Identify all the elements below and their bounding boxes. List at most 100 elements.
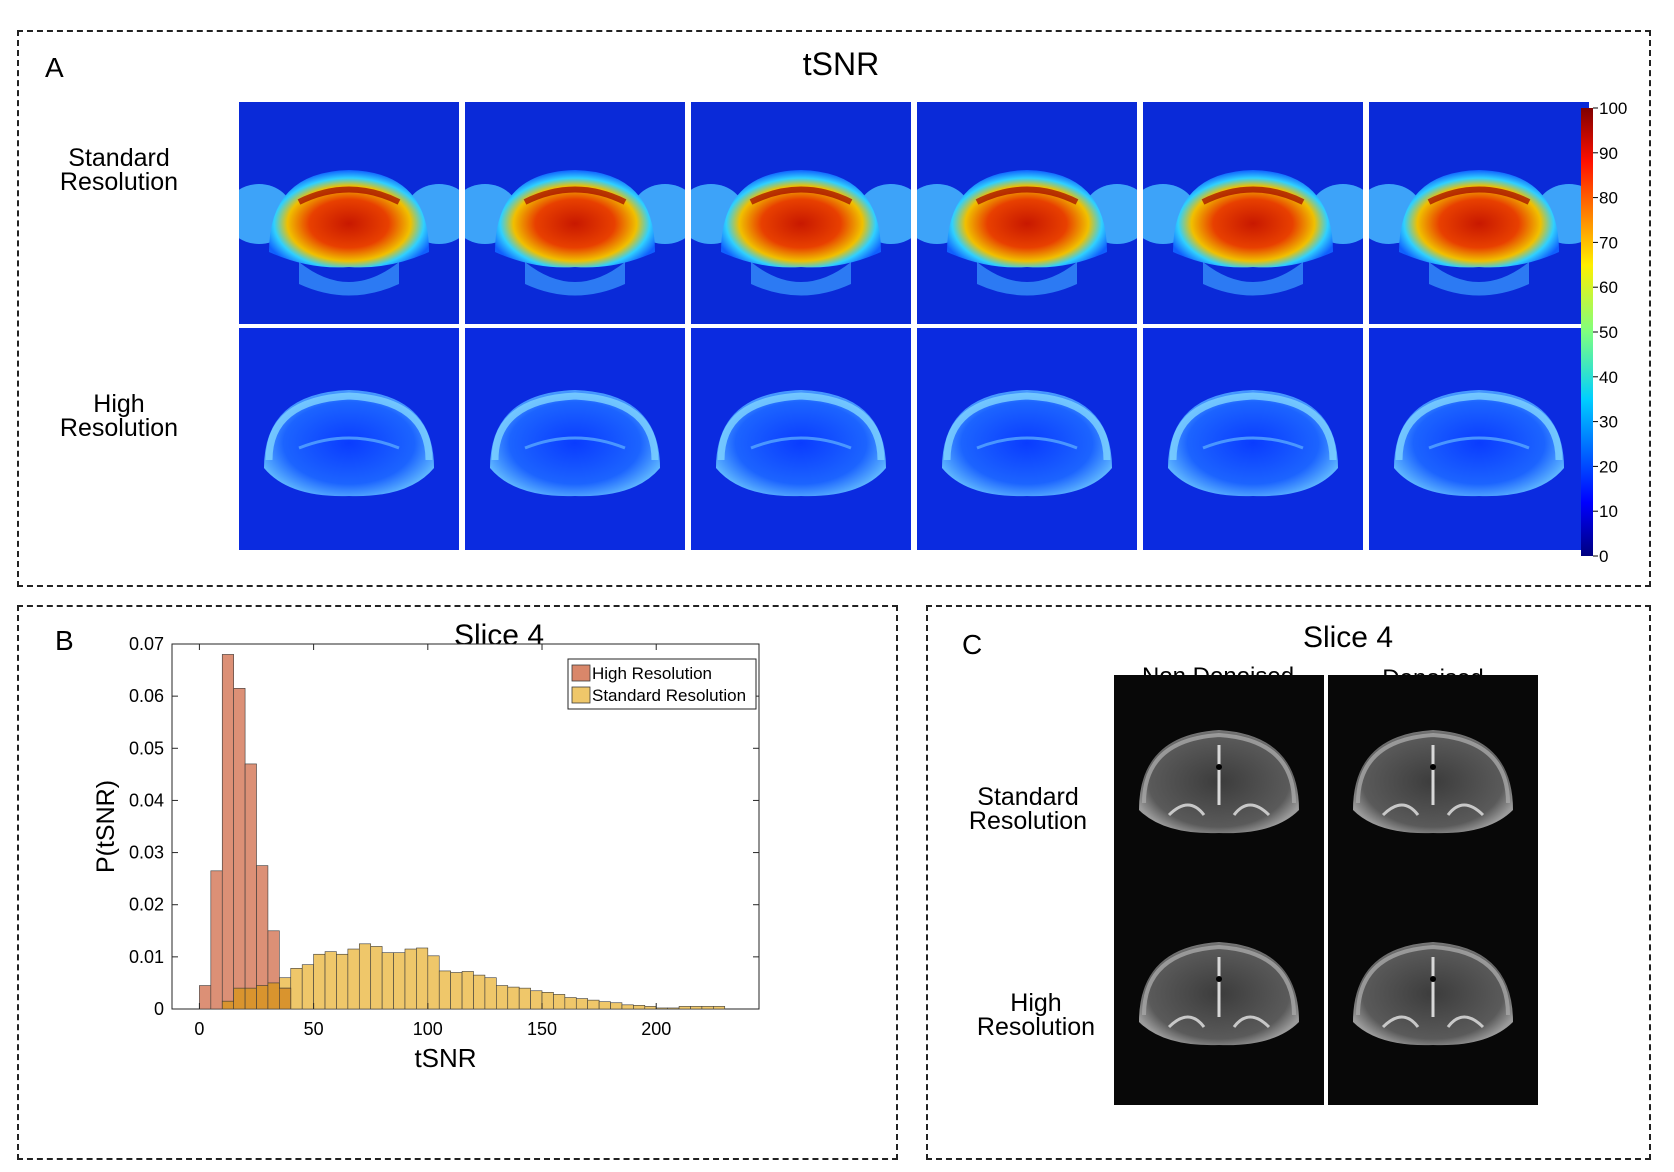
panel-c-title: Slice 4 [1302, 621, 1394, 654]
standard-res-bar [438, 970, 451, 1010]
standard-res-bar [678, 1006, 691, 1010]
standard-res-bar [427, 955, 440, 1010]
standard-res-bar [644, 1006, 657, 1010]
standard-res-map-2 [465, 102, 685, 324]
standard-res-bar [507, 986, 520, 1010]
overlap-bar [221, 1000, 234, 1010]
y-tick-label: 0.03 [129, 843, 164, 863]
standard-res-bar [518, 987, 531, 1010]
histogram-chart: 0 0.01 0.02 0.03 0.04 0.05 0.06 0.07 0 50 100 150 20… [92, 634, 760, 1073]
high-res-map-3 [691, 328, 911, 550]
standard-res-bar [416, 947, 429, 1010]
legend-box [567, 658, 757, 710]
panel-b-letter: B [55, 625, 74, 656]
colorbar-tick-label: 10 [1599, 502, 1618, 521]
standard-res-map-5 [1143, 102, 1363, 324]
mri-high-denoised [1328, 887, 1538, 1105]
standard-res-bar [347, 948, 360, 1010]
mri-high-non-denoised [1114, 887, 1324, 1105]
standard-res-bar [610, 1002, 623, 1010]
standard-res-bar [404, 948, 417, 1010]
x-tick-label: 100 [413, 1019, 443, 1039]
y-tick-label: 0.05 [129, 738, 164, 758]
standard-res-bar [370, 946, 383, 1010]
panel-c-letter: C [962, 629, 983, 660]
standard-res-bar [621, 1004, 634, 1010]
high-res-map-4 [917, 328, 1137, 550]
panel-a: A tSNR Standard Resolution High Resoluti… [17, 30, 1651, 587]
standard-res-map-3 [691, 102, 911, 324]
standard-res-map-1 [239, 102, 459, 324]
standard-res-bar [713, 1006, 726, 1010]
overlap-bar [279, 987, 292, 1010]
colorbar: 100 90 80 70 60 50 40 30 20 10 0 [1579, 99, 1659, 566]
overlap-bar [244, 987, 257, 1010]
colorbar-tick-label: 60 [1599, 278, 1618, 297]
standard-res-bar [598, 1001, 611, 1010]
standard-res-bar [575, 998, 588, 1010]
high-res-map-6 [1369, 328, 1589, 550]
y-tick-label: 0.02 [129, 895, 164, 915]
colorbar-tick-label: 30 [1599, 413, 1618, 432]
legend-label: High Resolution [592, 664, 712, 683]
legend-swatch [571, 686, 591, 704]
standard-res-bar [336, 953, 349, 1010]
standard-res-bar [701, 1006, 714, 1010]
colorbar-tick-label: 20 [1599, 457, 1618, 476]
standard-res-bar [393, 952, 406, 1010]
standard-res-bar [530, 990, 543, 1010]
standard-res-bar [450, 972, 463, 1010]
standard-res-bar [667, 1007, 680, 1010]
standard-res-bar [587, 999, 600, 1010]
colorbar-tick-label: 90 [1599, 144, 1618, 163]
panel-c: C Slice 4 Non Denoised Denoised Standard… [926, 605, 1651, 1160]
legend: High Resolution Standard Resolution [567, 658, 757, 710]
mri-standard-non-denoised [1114, 675, 1324, 893]
x-tick-label: 200 [641, 1019, 671, 1039]
standard-res-bar [290, 968, 303, 1010]
y-tick-label: 0 [154, 999, 164, 1019]
standard-res-bar [553, 994, 566, 1010]
standard-res-bar [461, 971, 474, 1010]
standard-res-bar [541, 992, 554, 1010]
colorbar-tick-label: 40 [1599, 368, 1618, 387]
colorbar-tick-label: 50 [1599, 323, 1618, 342]
high-res-bar [233, 688, 246, 1010]
x-axis-label: tSNR [414, 1043, 476, 1073]
x-tick-label: 0 [194, 1019, 204, 1039]
overlap-bar [233, 987, 246, 1010]
high-res-bar [221, 654, 234, 1010]
overlap-bar [267, 982, 280, 1010]
high-res-bar [199, 985, 212, 1010]
standard-res-bar [690, 1006, 703, 1010]
y-tick-label: 0.07 [129, 634, 164, 654]
panel-a-title: tSNR [802, 46, 880, 82]
legend-label: Standard Resolution [592, 686, 746, 705]
mri-standard-denoised [1328, 675, 1538, 893]
colorbar-gradient [1581, 108, 1593, 556]
standard-res-bar [473, 974, 486, 1010]
standard-res-bar [655, 1007, 668, 1010]
standard-res-bar [564, 997, 577, 1010]
colorbar-tick-label: 0 [1599, 547, 1608, 562]
high-res-bar [244, 763, 257, 1010]
y-tick-label: 0.01 [129, 947, 164, 967]
overlap-bar [256, 985, 269, 1010]
row-label-high: High Resolution [59, 390, 179, 442]
c-row-label-standard: Standard Resolution [968, 783, 1088, 835]
standard-res-bar [301, 964, 314, 1010]
standard-res-map-6 [1369, 102, 1589, 324]
high-res-map-2 [465, 328, 685, 550]
legend-swatch [571, 664, 591, 682]
standard-res-bar [381, 952, 394, 1010]
standard-res-bar [324, 951, 337, 1010]
panel-b: B Slice 4 0 0.01 0.02 0.03 0.04 0.05 0.06 0.07 0… [17, 605, 898, 1160]
standard-res-bar [496, 985, 509, 1010]
colorbar-tick-label: 80 [1599, 189, 1618, 208]
panel-a-letter: A [45, 52, 64, 83]
y-tick-label: 0.06 [129, 686, 164, 706]
standard-res-bar [633, 1005, 646, 1010]
high-res-map-1 [239, 328, 459, 550]
row-label-standard: Standard Resolution [59, 144, 179, 196]
standard-res-bar [358, 943, 372, 1010]
